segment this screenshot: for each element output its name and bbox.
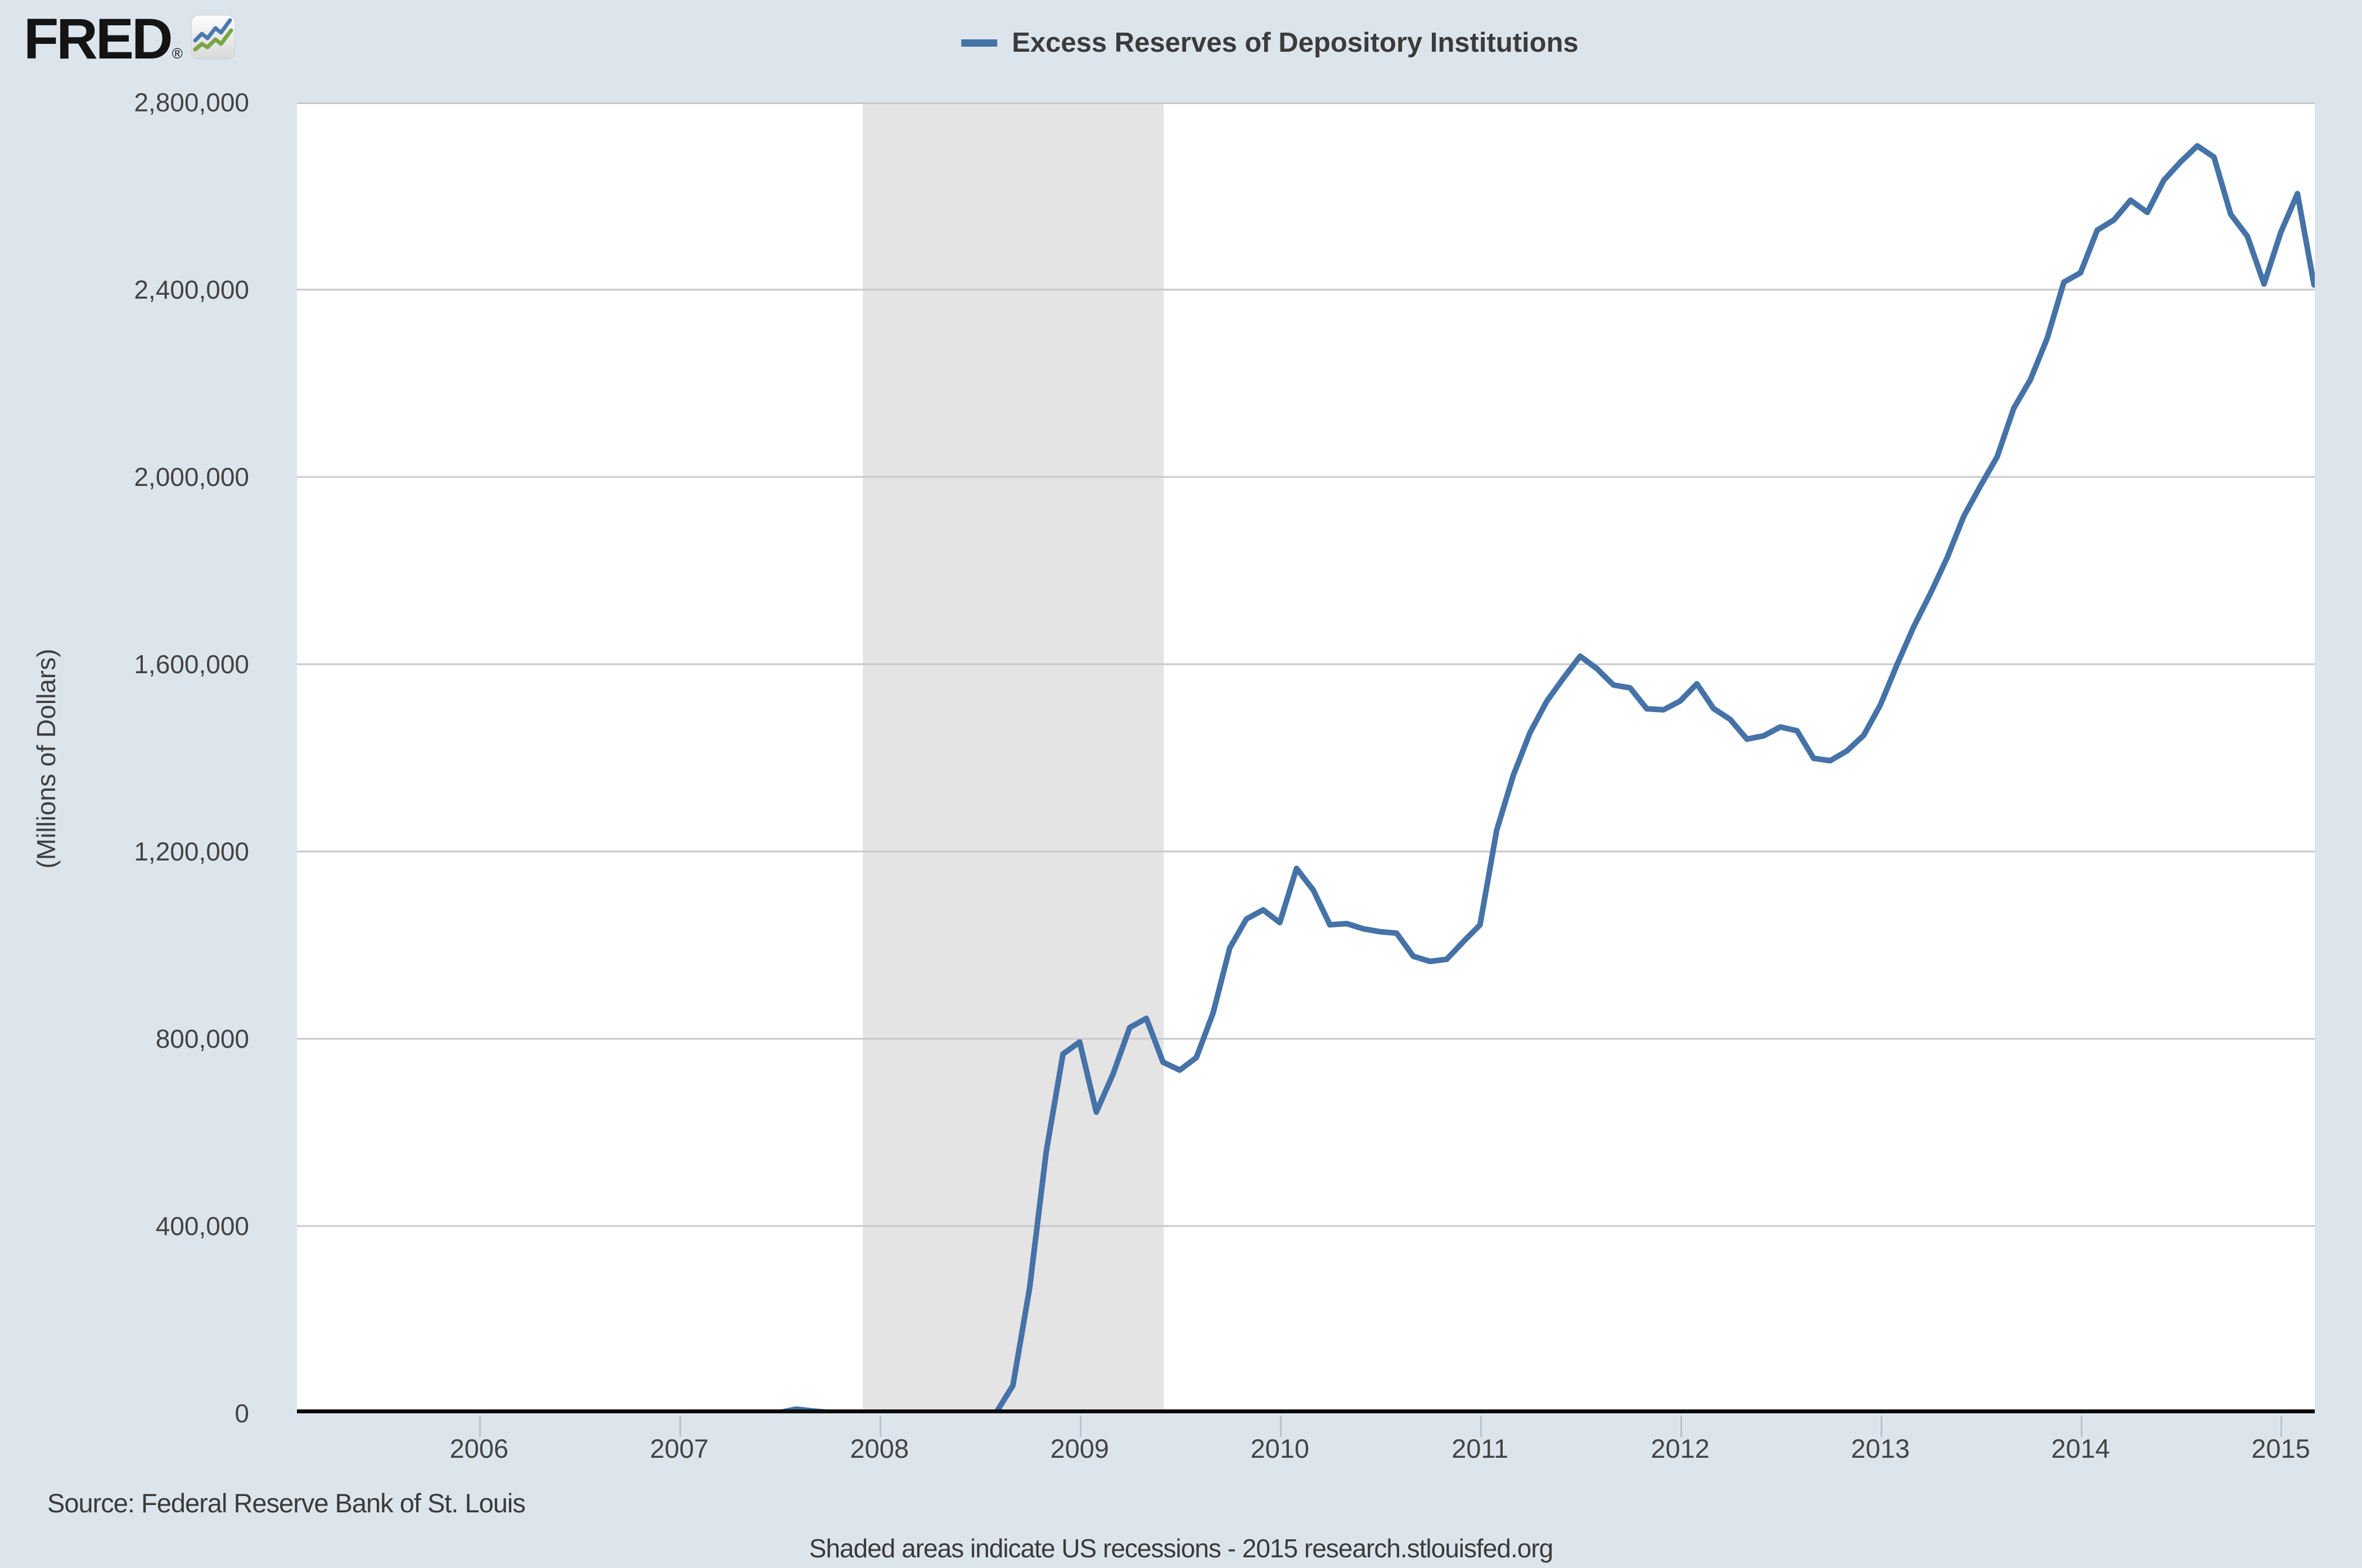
x-tick-label: 2006 <box>449 1434 509 1463</box>
y-tick-label: 400,000 <box>155 1211 249 1241</box>
x-tick-mark <box>1880 1416 1882 1437</box>
y-tick-label: 800,000 <box>155 1024 249 1053</box>
x-tick-label: 2009 <box>1050 1434 1110 1463</box>
y-tick-label: 2,400,000 <box>134 275 249 304</box>
line-chart-svg <box>297 102 2315 1413</box>
x-tick-mark <box>1279 1416 1282 1437</box>
x-axis-line <box>297 1409 2315 1413</box>
y-axis-title: (Millions of Dollars) <box>31 648 61 869</box>
fred-logo-text: FRED <box>24 7 173 71</box>
legend-series-label: Excess Reserves of Depository Institutio… <box>1012 28 1579 58</box>
x-tick-mark <box>1480 1416 1482 1437</box>
x-tick-mark <box>679 1416 681 1437</box>
x-tick-label: 2012 <box>1651 1434 1710 1463</box>
y-tick-label: 0 <box>235 1399 249 1428</box>
y-tick-label: 1,600,000 <box>134 650 249 679</box>
x-tick-label: 2014 <box>2051 1434 2110 1463</box>
x-tick-mark <box>2280 1416 2283 1437</box>
x-tick-mark <box>1079 1416 1081 1437</box>
fred-logo: FRED ® <box>24 10 236 67</box>
registered-trademark-symbol: ® <box>172 45 183 62</box>
x-tick-label: 2013 <box>1851 1434 1910 1463</box>
source-note: Source: Federal Reserve Bank of St. Loui… <box>47 1488 526 1518</box>
x-tick-label: 2010 <box>1250 1434 1309 1463</box>
chart-legend: Excess Reserves of Depository Institutio… <box>961 27 1579 58</box>
recession-band <box>863 102 1164 1413</box>
y-tick-label: 2,000,000 <box>134 462 249 492</box>
y-tick-label: 1,200,000 <box>134 837 249 866</box>
x-tick-label: 2008 <box>850 1434 909 1463</box>
x-tick-label: 2015 <box>2251 1434 2310 1463</box>
legend-line-swatch <box>961 39 998 47</box>
x-tick-label: 2011 <box>1452 1434 1509 1463</box>
fred-sparkline-icon <box>191 15 236 62</box>
chart-plot-area <box>297 102 2315 1413</box>
x-tick-mark <box>2080 1416 2082 1437</box>
recession-note: Shaded areas indicate US recessions - 20… <box>809 1534 1553 1563</box>
x-tick-mark <box>1680 1416 1682 1437</box>
x-tick-label: 2007 <box>650 1434 709 1463</box>
data-line-excess-reserves <box>297 143 2315 1413</box>
x-tick-mark <box>479 1416 481 1437</box>
y-tick-label: 2,800,000 <box>134 88 249 117</box>
x-tick-mark <box>879 1416 881 1437</box>
